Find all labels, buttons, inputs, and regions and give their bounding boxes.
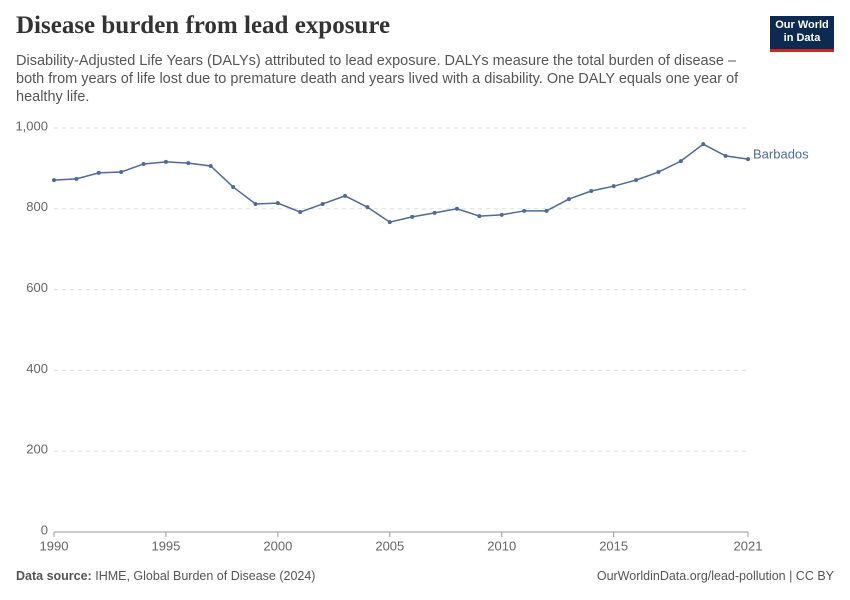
point xyxy=(365,205,370,210)
x-tick-label: 2000 xyxy=(263,538,292,553)
point xyxy=(701,142,706,147)
point xyxy=(611,184,616,189)
x-tick-label: 1995 xyxy=(151,538,180,553)
chart: 0 200 400 600 800 1,000 1990 1995 2000 2005 2010 20… xyxy=(15,118,809,553)
point xyxy=(634,178,639,183)
point xyxy=(410,214,415,219)
point xyxy=(74,176,79,181)
point xyxy=(454,206,459,211)
point xyxy=(387,220,392,225)
point xyxy=(119,170,124,175)
x-tick-label: 1990 xyxy=(40,538,69,553)
point xyxy=(343,193,348,198)
point xyxy=(141,161,146,166)
point xyxy=(522,208,527,213)
point xyxy=(544,208,549,213)
x-tick-label: 2005 xyxy=(375,538,404,553)
point xyxy=(566,197,571,202)
point xyxy=(589,189,594,194)
point xyxy=(298,210,303,215)
x-tick-label: 2015 xyxy=(599,538,628,553)
chart-title: Disease burden from lead exposure xyxy=(16,12,391,39)
point xyxy=(253,201,258,206)
y-tick-label: 1,000 xyxy=(15,118,48,133)
y-tick-label: 0 xyxy=(41,522,48,537)
x-tick-label: 2021 xyxy=(734,538,763,553)
point xyxy=(52,178,56,183)
point xyxy=(432,210,437,215)
chart-subtitle: Disability-Adjusted Life Years (DALYs) a… xyxy=(16,53,739,105)
series-label: Barbados xyxy=(753,147,809,162)
logo-line: Our World xyxy=(775,19,829,31)
source-text: IHME, Global Burden of Disease (2024) xyxy=(95,569,316,583)
source-label: Data source: xyxy=(16,569,92,583)
point xyxy=(96,170,101,175)
point xyxy=(163,159,168,164)
point xyxy=(499,212,504,217)
x-tick-label: 2010 xyxy=(487,538,516,553)
point xyxy=(477,214,482,219)
point xyxy=(208,163,213,168)
y-tick-label: 600 xyxy=(26,280,48,295)
point xyxy=(231,184,236,189)
point xyxy=(186,161,191,166)
footer-link[interactable]: OurWorldinData.org/lead-pollution | CC B… xyxy=(596,569,834,583)
line xyxy=(53,143,749,223)
point xyxy=(678,159,683,164)
point xyxy=(656,170,661,175)
y-tick-label: 800 xyxy=(26,199,48,214)
y-tick-label: 200 xyxy=(26,442,48,457)
logo[interactable]: Our World in Data xyxy=(770,16,834,52)
source: Data source: IHME, Global Burden of Dise… xyxy=(16,569,315,583)
y-tick-label: 400 xyxy=(26,361,48,376)
point xyxy=(723,153,728,158)
logo-line: in Data xyxy=(783,32,821,44)
point xyxy=(320,201,325,206)
point xyxy=(746,157,750,162)
point xyxy=(275,201,280,206)
